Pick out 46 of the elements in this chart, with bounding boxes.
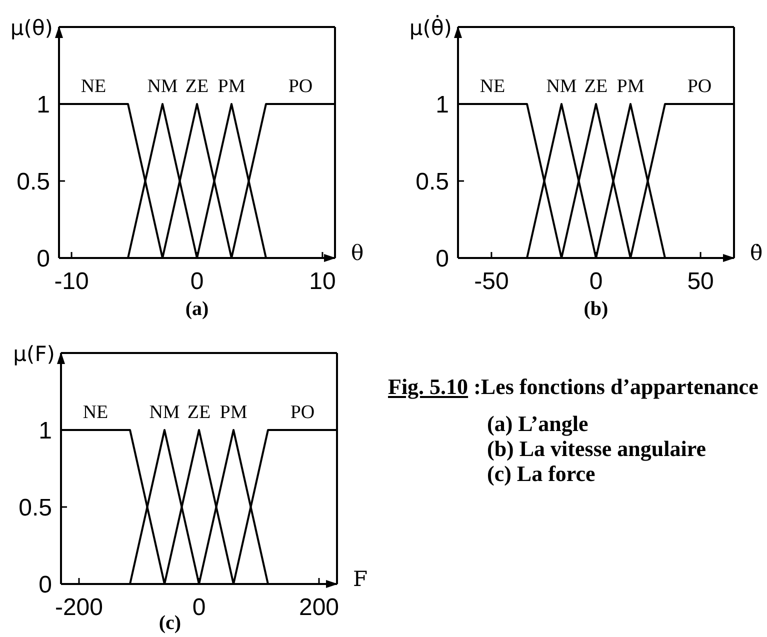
y-tick-label: 1 (436, 92, 449, 119)
y-tick-label: 0.5 (16, 168, 50, 196)
series-label: PO (288, 76, 313, 97)
series-label: NE (80, 76, 106, 97)
series-label: PO (290, 402, 315, 423)
text: (b) La vitesse angulaire (487, 436, 706, 461)
series-label: PM (218, 76, 246, 97)
y-axis-title: μ(θ) (10, 16, 53, 40)
series-label: PO (687, 76, 712, 97)
x-tick-label: -200 (54, 594, 104, 622)
series-label: ZE (185, 76, 209, 97)
x-tick-label: -10 (54, 268, 89, 296)
x-tick-label: 50 (687, 268, 714, 296)
x-tick-label: 0 (192, 594, 206, 622)
series-label: NE (480, 76, 506, 97)
series-label: ZE (584, 76, 608, 97)
x-axis-title: θ̇ (750, 241, 763, 265)
series-label: NE (82, 402, 108, 423)
y-tick-label: 0.5 (18, 494, 52, 522)
y-tick-label: 0.5 (416, 168, 449, 196)
y-axis-title: μ(θ̇) (409, 15, 452, 40)
text: (c) La force (487, 461, 596, 486)
y-axis-title: μ(F) (13, 342, 55, 366)
series-label: ZE (187, 402, 211, 423)
text: (a) (185, 298, 209, 320)
x-tick-label: 10 (309, 268, 336, 296)
text: Fig. 5.10 :Les fonctions d’appartenance (388, 374, 758, 399)
y-tick-label: 0 (36, 246, 50, 273)
text: (c) (158, 612, 182, 634)
text: (a) L’angle (487, 411, 588, 436)
y-tick-label: 0 (436, 246, 449, 273)
x-axis-title: θ (351, 241, 364, 265)
series-label: PM (616, 76, 644, 97)
series-label: PM (220, 402, 248, 423)
series-label: NM (147, 76, 178, 97)
x-tick-label: -50 (474, 268, 509, 296)
x-tick-label: 0 (190, 268, 204, 296)
x-axis-title: F (353, 567, 368, 591)
y-tick-label: 1 (38, 418, 52, 445)
series-label: NM (149, 402, 180, 423)
y-tick-label: 0 (38, 572, 52, 599)
x-tick-label: 200 (298, 594, 340, 622)
y-tick-label: 1 (36, 92, 50, 119)
series-label: NM (546, 76, 577, 97)
text: (b) (584, 298, 608, 320)
x-tick-label: 0 (589, 268, 603, 296)
